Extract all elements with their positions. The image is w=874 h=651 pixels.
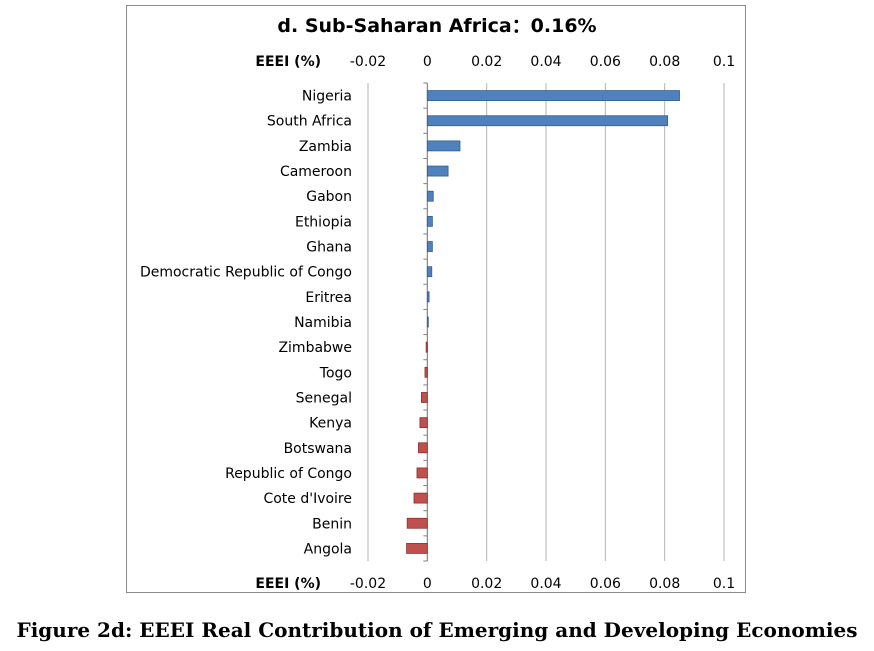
category-label: Zimbabwe xyxy=(278,340,352,356)
x-tick-label-bottom: 0.06 xyxy=(590,576,621,592)
x-tick-label-top: 0 xyxy=(423,54,432,70)
figure-caption: Figure 2d: EEEI Real Contribution of Eme… xyxy=(16,618,858,642)
category-label: Togo xyxy=(319,365,352,381)
category-label: Cameroon xyxy=(280,164,352,180)
x-tick-label-bottom: -0.02 xyxy=(350,576,386,592)
category-label: Democratic Republic of Congo xyxy=(140,265,352,281)
category-label: Nigeria xyxy=(302,89,352,105)
category-label: Ethiopia xyxy=(295,214,352,230)
bar xyxy=(426,140,461,152)
bar xyxy=(426,115,669,127)
category-label: Cote d'Ivoire xyxy=(263,491,352,507)
bar xyxy=(420,392,428,403)
x-tick-label-top: -0.02 xyxy=(350,54,386,70)
x-tick-label-bottom: 0.08 xyxy=(649,576,680,592)
bar xyxy=(426,316,429,328)
bar xyxy=(426,165,449,177)
x-axis-label-top: EEEI (%) xyxy=(255,54,321,70)
category-label: Eritrea xyxy=(305,290,352,306)
category-label: Zambia xyxy=(299,139,352,155)
x-axis-label-bottom: EEEI (%) xyxy=(255,576,321,592)
category-label: Benin xyxy=(312,516,352,532)
category-label: Namibia xyxy=(294,315,352,331)
bar xyxy=(418,442,428,454)
category-label: Republic of Congo xyxy=(225,466,352,482)
bar xyxy=(424,366,428,378)
category-label: Angola xyxy=(304,541,352,557)
x-tick-label-top: 0.04 xyxy=(530,54,561,70)
bar xyxy=(413,492,428,504)
x-tick-label-bottom: 0.02 xyxy=(471,576,502,592)
category-label: Senegal xyxy=(296,390,352,406)
bar xyxy=(426,90,680,101)
x-tick-label-bottom: 0 xyxy=(423,576,432,592)
category-label: Gabon xyxy=(306,189,352,205)
x-tick-label-bottom: 0.1 xyxy=(713,576,735,592)
category-label: Botswana xyxy=(284,441,352,457)
chart-title: d. Sub-Saharan Africa：0.16% xyxy=(277,15,596,37)
bar xyxy=(406,543,428,554)
bar xyxy=(425,341,428,353)
bar xyxy=(426,291,430,303)
x-tick-label-bottom: 0.04 xyxy=(530,576,561,592)
bar-chart: d. Sub-Saharan Africa：0.16% EEEI (%) EEE… xyxy=(140,15,735,592)
bar xyxy=(426,241,433,252)
bar xyxy=(416,467,428,479)
bar xyxy=(406,517,428,529)
bar xyxy=(426,190,434,202)
bar xyxy=(419,417,428,429)
x-tick-label-top: 0.06 xyxy=(590,54,621,70)
x-tick-label-top: 0.02 xyxy=(471,54,502,70)
chart-frame: d. Sub-Saharan Africa：0.16% EEEI (%) EEE… xyxy=(126,5,746,593)
category-label: South Africa xyxy=(267,114,352,130)
bar xyxy=(426,215,433,227)
x-tick-label-top: 0.08 xyxy=(649,54,680,70)
category-label: Kenya xyxy=(309,416,352,432)
bar xyxy=(426,266,433,278)
category-label: Ghana xyxy=(306,240,352,256)
x-tick-label-top: 0.1 xyxy=(713,54,735,70)
